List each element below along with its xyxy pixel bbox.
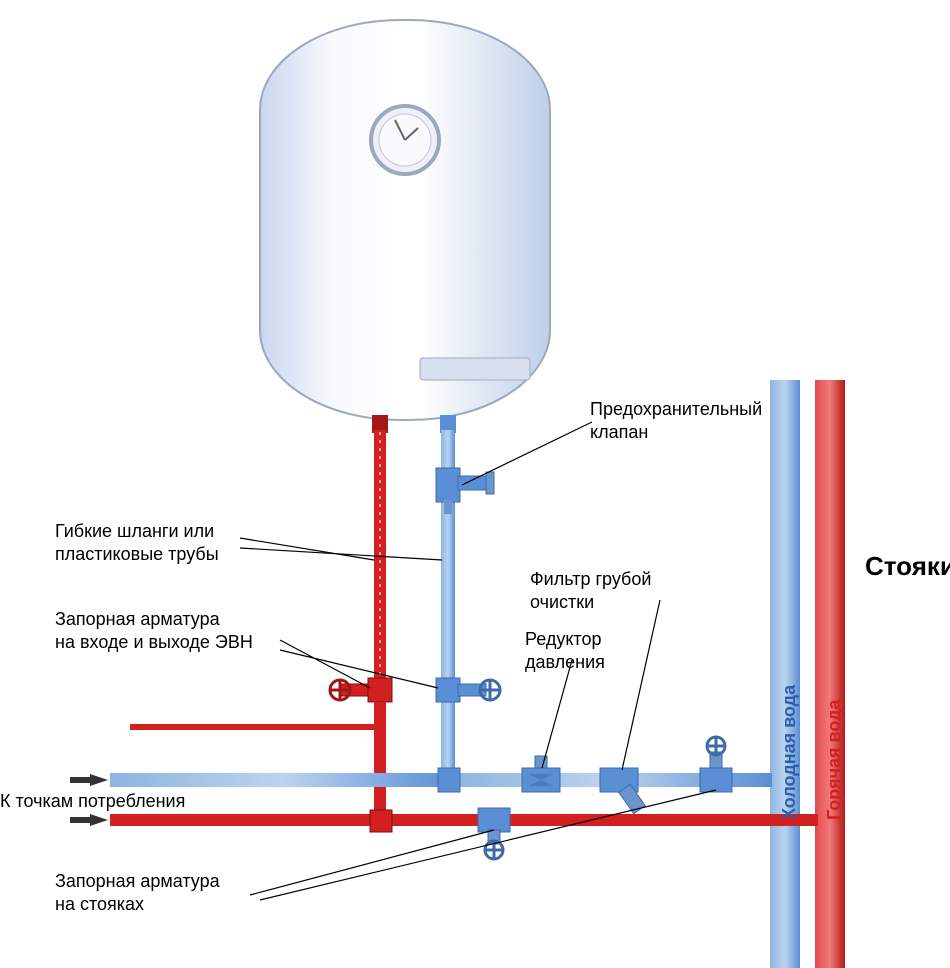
safety-valve xyxy=(436,468,494,514)
hot-tee xyxy=(370,810,392,832)
label-risers-title: Стояки xyxy=(865,550,950,583)
cold-branch-pipe xyxy=(110,773,455,787)
label-cold-riser: Холодная вода xyxy=(779,685,800,820)
label-reducer: Редуктордавления xyxy=(525,628,605,673)
cold-branch-valve xyxy=(478,808,510,859)
hot-horiz-pipe xyxy=(110,814,386,826)
diagram-svg xyxy=(0,0,950,968)
boiler xyxy=(260,20,550,433)
boiler-plate xyxy=(420,358,530,380)
label-filter: Фильтр грубойочистки xyxy=(530,568,651,613)
label-consumers: К точкам потребления xyxy=(0,790,185,813)
cold-inlet-valve xyxy=(436,678,500,702)
hot-thin-segment xyxy=(130,724,378,730)
label-riser-valves: Запорная арматурана стояках xyxy=(55,870,220,915)
cold-horiz-pipe xyxy=(448,773,772,787)
label-safety-valve: Предохранительныйклапан xyxy=(590,398,762,443)
coarse-filter xyxy=(600,768,645,814)
hot-inlet-valve xyxy=(330,678,392,820)
cold-riser-valve xyxy=(700,737,732,792)
diagram-canvas: Предохранительныйклапан Гибкие шланги ил… xyxy=(0,0,950,968)
pressure-reducer xyxy=(522,756,560,792)
hot-down-pipe xyxy=(374,430,386,822)
cold-riser xyxy=(770,380,800,968)
cold-tee xyxy=(438,768,460,792)
leader-lines xyxy=(240,422,716,900)
gauge-icon xyxy=(371,106,439,174)
hot-to-riser-pipe xyxy=(380,814,818,826)
label-hot-riser: Горячая вода xyxy=(824,699,845,820)
label-hoses: Гибкие шланги илипластиковые трубы xyxy=(55,520,219,565)
cold-down-pipe xyxy=(441,430,455,782)
label-inlet-outlet-valves: Запорная арматурана входе и выходе ЭВН xyxy=(55,608,253,653)
hot-riser xyxy=(815,380,845,968)
